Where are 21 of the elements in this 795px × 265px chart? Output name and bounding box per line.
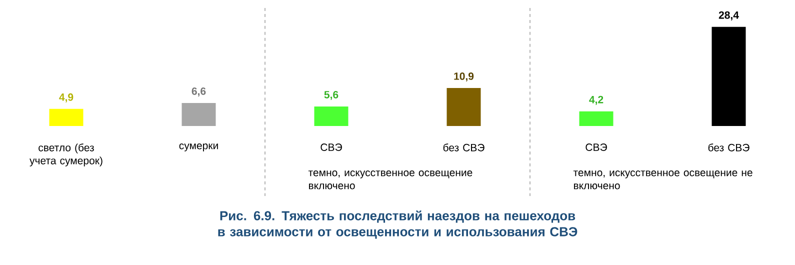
bar (314, 106, 348, 126)
x-tick-label: без СВЭ (443, 144, 484, 152)
bar (182, 102, 216, 126)
data-label: 6,6 (192, 87, 206, 96)
data-label: 4,9 (59, 93, 74, 102)
bar (49, 108, 84, 126)
bar (579, 111, 614, 126)
x-tick-label: светло (без учета сумерок) (30, 144, 102, 166)
data-label: 10,9 (454, 72, 474, 82)
x-tick-label: без СВЭ (708, 144, 750, 152)
data-label: 4,2 (589, 96, 604, 105)
bar (712, 26, 746, 126)
x-tick-label: СВЭ (586, 144, 607, 151)
x-tick-label: СВЭ (320, 144, 342, 151)
text: темно, искусственное освещение не включено (573, 170, 752, 190)
bar (446, 88, 481, 126)
data-label: 5,6 (324, 90, 338, 100)
x-tick-label: сумерки (179, 144, 218, 152)
text: Рис. 6.9. Тяжесть последствий наездов на пешеходов в зависимости от освещенности и использования СВЭ (218, 210, 578, 239)
text: темно, искусственное освещение включено (308, 170, 472, 190)
data-label: 28,4 (718, 11, 739, 20)
